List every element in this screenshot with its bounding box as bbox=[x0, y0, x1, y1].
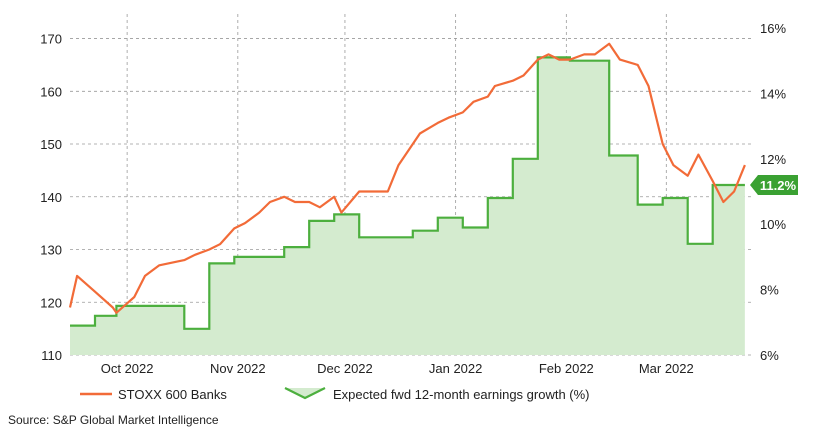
line-layer bbox=[68, 42, 746, 330]
y-right-tick-label: 8% bbox=[760, 283, 779, 298]
x-tick-label: Feb 2022 bbox=[539, 361, 594, 376]
x-tick-label: Oct 2022 bbox=[101, 361, 154, 376]
end-value-badge bbox=[750, 174, 798, 195]
axis-layer: 110 120 130 140 150 160 170 6% 8% 10% 12% 14% 16% Oct… bbox=[40, 21, 786, 376]
badge-layer: 11.2% bbox=[750, 174, 798, 195]
y-left-tick-label: 110 bbox=[41, 348, 62, 363]
y-right-tick-label: 10% bbox=[760, 217, 786, 232]
banks-line bbox=[68, 42, 746, 314]
y-right-tick-label: 6% bbox=[760, 348, 779, 363]
area-layer bbox=[70, 57, 745, 356]
legend-layer: STOXX 600 Banks Expected fwd 12-month ea… bbox=[80, 387, 590, 402]
y-left-tick-label: 140 bbox=[40, 190, 62, 205]
x-tick-label: Dec 2022 bbox=[317, 361, 373, 376]
y-left-tick-label: 160 bbox=[40, 84, 62, 99]
x-tick-label: Mar 2022 bbox=[639, 361, 694, 376]
y-left-tick-label: 170 bbox=[40, 32, 62, 47]
end-value-badge-label: 11.2% bbox=[760, 178, 797, 193]
growth-area bbox=[70, 57, 745, 356]
x-tick-label: Nov 2022 bbox=[210, 361, 266, 376]
y-right-tick-label: 16% bbox=[760, 21, 786, 36]
legend-label-banks: STOXX 600 Banks bbox=[118, 387, 227, 402]
legend-swatch-growth bbox=[285, 388, 325, 398]
legend-label-growth: Expected fwd 12-month earnings growth (%… bbox=[333, 387, 590, 402]
source-note: Source: S&P Global Market Intelligence bbox=[8, 413, 219, 427]
growth-line bbox=[70, 56, 745, 330]
legend-swatch-growth-line bbox=[284, 387, 326, 400]
x-tick-label: Jan 2022 bbox=[429, 361, 483, 376]
y-right-tick-label: 14% bbox=[760, 86, 786, 101]
y-left-tick-label: 120 bbox=[40, 295, 62, 310]
y-right-tick-label: 12% bbox=[760, 152, 786, 167]
y-left-tick-label: 150 bbox=[40, 137, 62, 152]
y-left-tick-label: 130 bbox=[40, 243, 62, 258]
